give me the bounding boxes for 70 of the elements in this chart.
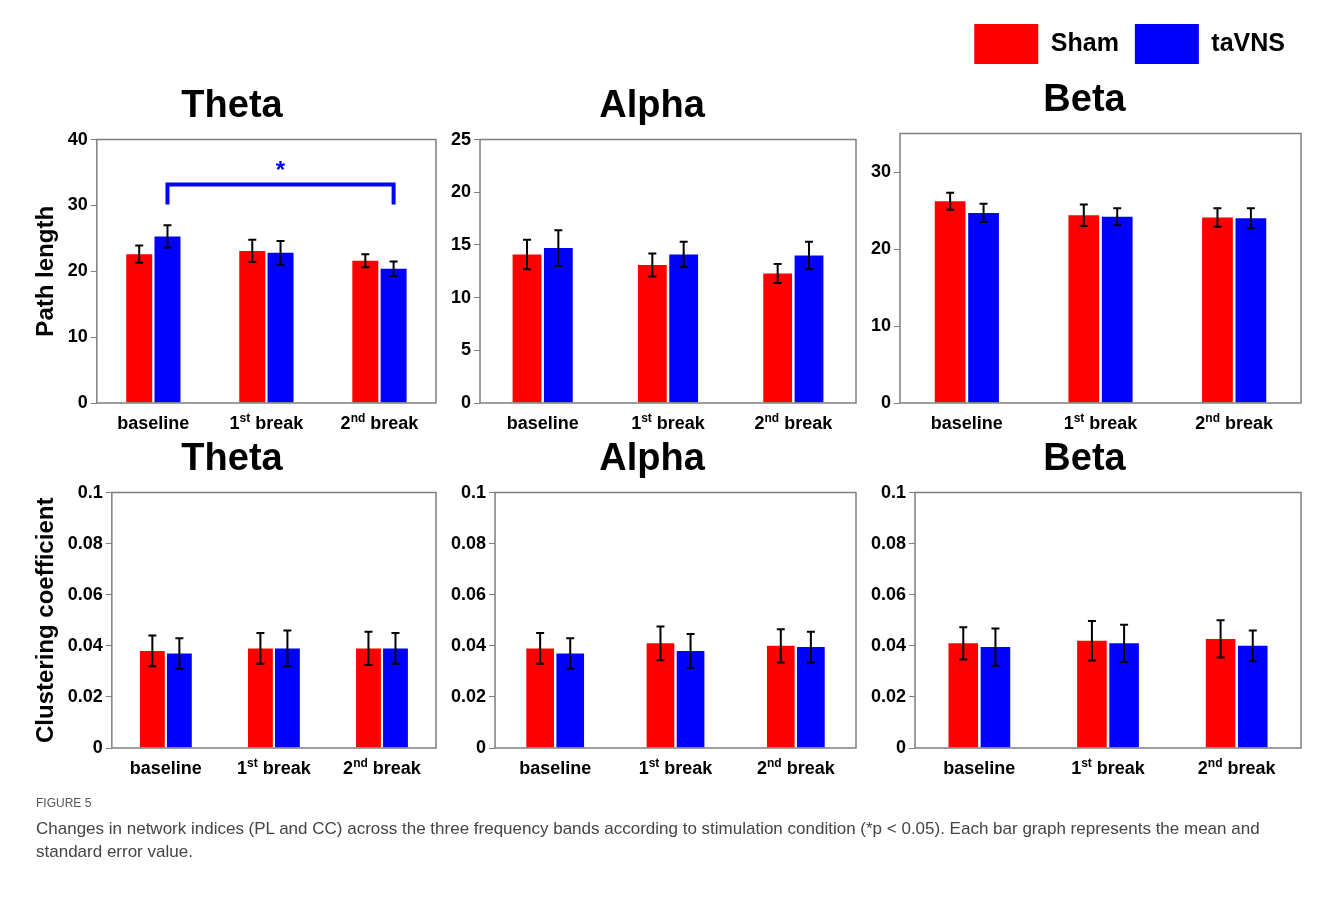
y-tick-label: 25 — [450, 128, 472, 149]
x-tick-label: baseline — [129, 758, 202, 778]
text: Changes in network indices (PL and CC) across the three frequency bands according to stimulation condition (*p < 0.05). Each bar graph represents the mean and standard error value. — [36, 818, 1261, 863]
chart-title: Beta — [1043, 436, 1127, 479]
bar — [1202, 217, 1233, 403]
y-tick-label: 0.04 — [450, 634, 487, 655]
y-tick-label: 0.1 — [77, 481, 103, 502]
y-tick-label: 20 — [67, 260, 88, 281]
chart-title: Theta — [181, 436, 284, 479]
y-tick-label: 0.04 — [870, 634, 907, 655]
legend-label: Sham — [1050, 27, 1119, 56]
bar — [637, 264, 667, 403]
bar — [543, 248, 573, 403]
bar — [794, 255, 824, 403]
chart-title: Alpha — [599, 436, 706, 479]
y-tick-label: 20 — [870, 238, 892, 259]
x-tick-label: baseline — [117, 413, 190, 433]
caption: FIGURE 5 — [36, 796, 93, 810]
bar — [512, 254, 542, 403]
y-tick-label: 0.06 — [67, 583, 103, 604]
y-tick-label: 20 — [450, 181, 472, 202]
bar — [380, 268, 407, 403]
y-tick-label: 0.06 — [450, 583, 487, 604]
y-axis-title: Clustering coefficient — [31, 497, 59, 743]
y-tick-label: 10 — [450, 286, 472, 307]
y-tick-label: 30 — [870, 161, 892, 182]
y-tick-label: 0.1 — [881, 481, 907, 502]
chart-title: Alpha — [599, 83, 706, 126]
x-tick-label: baseline — [506, 413, 579, 433]
bar — [1068, 215, 1100, 403]
y-tick-label: 0.02 — [67, 685, 103, 706]
bar — [669, 254, 699, 403]
y-tick-label: 40 — [67, 128, 88, 149]
bar — [968, 212, 999, 403]
x-tick-label: baseline — [943, 758, 1016, 778]
y-tick-label: 30 — [67, 194, 88, 215]
y-tick-label: 0.02 — [870, 685, 907, 706]
y-tick-label: 0 — [461, 391, 472, 412]
y-tick-label: 15 — [450, 233, 472, 254]
y-tick-label: 0.02 — [450, 685, 487, 706]
bar — [1235, 218, 1267, 403]
bar — [239, 250, 266, 403]
bar — [1101, 216, 1133, 403]
y-axis-title: Path length — [31, 205, 59, 337]
x-tick-label: baseline — [519, 758, 592, 778]
chart-title: Beta — [1043, 77, 1127, 120]
y-tick-label: 0.04 — [67, 634, 103, 655]
bar — [763, 273, 793, 403]
y-tick-label: 0.1 — [461, 481, 487, 502]
bar — [352, 260, 379, 403]
bar — [126, 254, 153, 403]
bar — [154, 236, 181, 403]
y-tick-label: 0 — [476, 736, 487, 757]
y-tick-label: 10 — [67, 326, 88, 347]
y-tick-label: 10 — [870, 315, 892, 335]
y-tick-label: 0 — [896, 736, 907, 757]
bar — [934, 201, 966, 403]
y-tick-label: 0 — [881, 391, 892, 412]
legend-label: taVNS — [1211, 27, 1286, 56]
annotation: * — [275, 156, 286, 184]
y-tick-label: 0.06 — [870, 583, 907, 604]
y-tick-label: 0 — [92, 736, 103, 757]
bar — [267, 252, 294, 403]
x-tick-label: baseline — [930, 413, 1003, 433]
y-tick-label: 0.08 — [67, 532, 103, 553]
y-tick-label: 0.08 — [870, 532, 907, 553]
y-tick-label: 5 — [461, 339, 472, 360]
y-tick-label: 0 — [77, 391, 88, 412]
chart-title: Theta — [181, 83, 284, 126]
y-tick-label: 0.08 — [450, 532, 487, 553]
